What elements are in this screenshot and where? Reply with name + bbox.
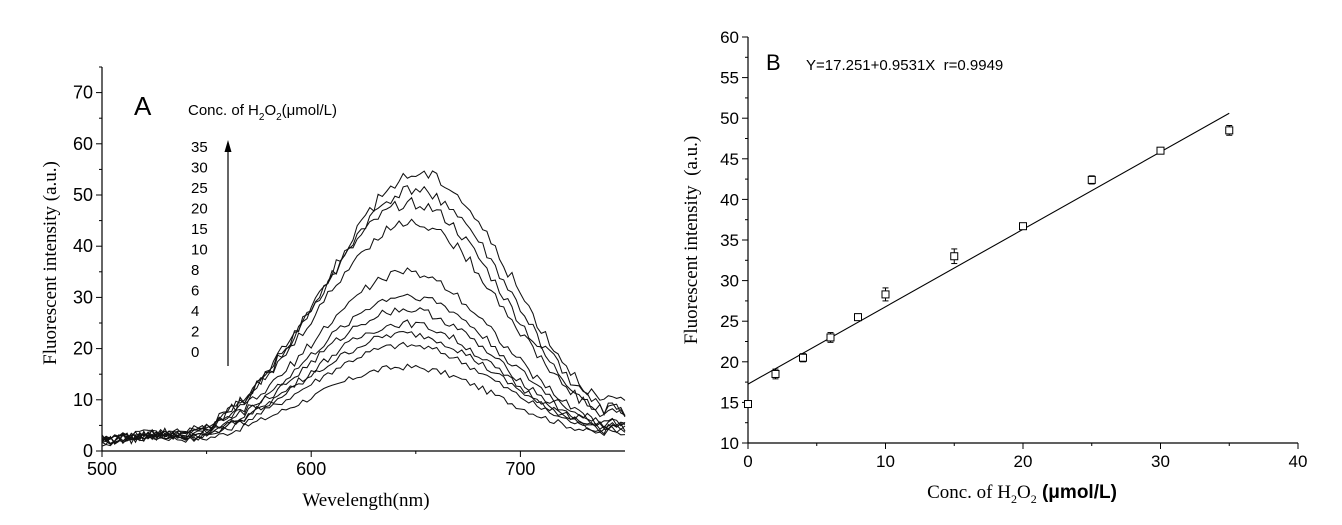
- panel-b-data-point: [1087, 175, 1096, 184]
- panel-b-data-point: [854, 313, 862, 322]
- panel-a-y-tick-label: 60: [73, 134, 93, 154]
- panel-b-y-tick-label: 50: [720, 109, 739, 128]
- panel-a-series-line-35: [101, 170, 626, 446]
- panel-b-x-tick-label: 10: [876, 452, 895, 471]
- panel-a-axes: [96, 66, 625, 457]
- panel-a-y-tick-label: 70: [73, 83, 93, 103]
- panel-b-data-point: [881, 290, 890, 299]
- panel-a-series-line-8: [101, 307, 626, 444]
- panel-b-y-tick-label: 15: [720, 393, 739, 412]
- panel-b-data-point: [826, 333, 835, 342]
- panel-a-label: A: [134, 91, 152, 121]
- panel-b-x-tick-label: 20: [1014, 452, 1033, 471]
- panel-a-legend-label: 8: [191, 262, 199, 279]
- panel-b-data-point: [1225, 126, 1234, 135]
- panel-a-legend-label: 30: [191, 160, 208, 177]
- panel-a-legend-label: 25: [191, 180, 208, 197]
- panel-b-x-tick-label: 0: [743, 452, 752, 471]
- panel-b-data-points: [744, 125, 1234, 409]
- panel-b-label: B: [766, 50, 781, 75]
- panel-a-y-tick-label: 10: [73, 390, 93, 410]
- panel-b-data-point: [771, 369, 780, 378]
- panel-a-y-tick-label: 40: [73, 236, 93, 256]
- panel-b-y-tick-label: 25: [720, 312, 739, 331]
- panel-a-series-line-6: [101, 319, 626, 445]
- panel-a-legend-title: Conc. of H2O2(μmol/L): [188, 102, 337, 123]
- panel-b-x-tick-label: 30: [1151, 452, 1170, 471]
- panel-a-y-tick-label: 20: [73, 339, 93, 359]
- panel-a-series-line-25: [101, 196, 626, 442]
- panel-b-y-tick-label: 20: [720, 353, 739, 372]
- panel-a-legend-arrowhead: [224, 140, 232, 152]
- panel-a-series-lines: [101, 170, 626, 447]
- panel-a-legend-label: 2: [191, 324, 199, 341]
- panel-a-y-tick-label: 30: [73, 287, 93, 307]
- panel-a-legend-label: 0: [191, 344, 199, 361]
- panel-a-legend-label: 35: [191, 139, 208, 156]
- panel-b-axes: [742, 36, 1299, 449]
- panel-b-data-point: [950, 252, 959, 261]
- panel-a-x-tick-label: 500: [87, 459, 117, 479]
- panel-a-y-tick-label: 50: [73, 185, 93, 205]
- panel-b-data-point: [744, 400, 752, 409]
- panel-a-series-line-10: [101, 293, 626, 443]
- panel-a-legend-label: 6: [191, 283, 199, 300]
- panel-b-y-tick-label: 55: [720, 69, 739, 88]
- panel-b-x-tick-label: 40: [1289, 452, 1308, 471]
- panel-a-x-tick-label: 600: [296, 459, 326, 479]
- panel-a-x-axis-label: Wevelength(nm): [302, 490, 429, 511]
- panel-a-legend-label: 20: [191, 201, 208, 218]
- panel-b-y-tick-label: 40: [720, 190, 739, 209]
- panel-a-legend-label: 4: [191, 303, 199, 320]
- panel-b-y-tick-label: 35: [720, 231, 739, 250]
- panel-b-x-axis-label: Conc. of H2O2 (μmol/L): [927, 482, 1117, 506]
- panel-b-y-tick-label: 45: [720, 150, 739, 169]
- panel-a-y-tick-label: 0: [83, 441, 93, 461]
- panel-a-series-line-4: [101, 330, 626, 442]
- panel-a-legend-label: 10: [191, 242, 208, 259]
- panel-a-series-line-30: [101, 185, 626, 447]
- panel-b-data-point: [1019, 222, 1027, 231]
- panel-a-y-axis-label: Fluorescent intensity (a.u.): [40, 161, 61, 365]
- panel-b-y-axis-label: Fluorescent intensity (a.u.): [681, 136, 702, 344]
- panel-a-x-tick-label: 700: [505, 459, 535, 479]
- panel-a-series-line-2: [101, 341, 626, 443]
- panel-a-legend-label: 15: [191, 221, 208, 238]
- panel-b-equation-annotation: Y=17.251+0.9531X r=0.9949: [806, 57, 1003, 74]
- panel-b-y-tick-label: 60: [720, 28, 739, 47]
- panel-b-y-tick-label: 30: [720, 272, 739, 291]
- panel-b-data-point: [1156, 146, 1165, 155]
- panel-b-y-tick-label: 10: [720, 434, 739, 453]
- panel-b-data-point: [799, 353, 807, 362]
